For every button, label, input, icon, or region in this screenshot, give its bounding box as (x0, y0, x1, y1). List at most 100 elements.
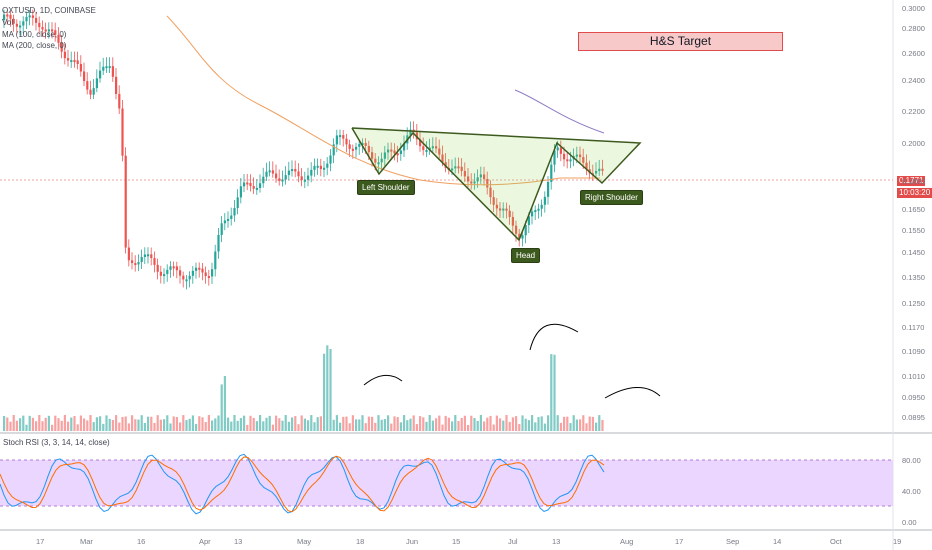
candle-body (422, 146, 425, 151)
candle-body (495, 204, 498, 209)
stoch-band (0, 460, 893, 506)
candle-body (438, 148, 441, 155)
volume-bar (543, 423, 546, 431)
volume-bar (105, 415, 108, 431)
volume-bar (399, 422, 402, 431)
volume-bar (361, 415, 364, 431)
volume-bar (99, 416, 102, 431)
volume-bar (57, 418, 60, 431)
candle-body (508, 210, 511, 217)
candle-body (287, 170, 290, 176)
candle-body (326, 163, 329, 168)
volume-bar (409, 418, 412, 431)
volume-bar (134, 419, 137, 431)
volume-bar (492, 424, 495, 431)
candle-body (44, 29, 47, 32)
volume-bar (563, 416, 566, 431)
time-axis-tick: 13 (234, 537, 243, 546)
drawn-arc-small (363, 374, 403, 386)
candle-body (38, 22, 41, 28)
candle-body (527, 216, 530, 226)
volume-bar (323, 353, 326, 431)
candle-body (172, 266, 175, 269)
volume-bar (287, 421, 290, 431)
volume-bar (438, 415, 441, 431)
candle-body (307, 175, 310, 180)
volume-bar (143, 423, 146, 431)
volume-bar (31, 417, 34, 431)
candle-body (281, 179, 284, 182)
ma100-label: MA (100, close, 0) (2, 30, 67, 39)
candle-body (140, 256, 143, 263)
volume-bar (502, 420, 505, 431)
stoch-axis-tick: 0.00 (902, 518, 917, 527)
volume-bar (169, 423, 172, 431)
volume-bar (249, 415, 252, 431)
volume-bar (403, 415, 406, 431)
price-axis-tick: 0.2800 (902, 24, 925, 33)
volume-bar (70, 417, 73, 431)
left-shoulder-label: Left Shoulder (357, 180, 415, 195)
candle-body (92, 88, 95, 95)
volume-bar (236, 420, 239, 431)
volume-bar (515, 416, 518, 431)
volume-bar (15, 420, 18, 431)
candle-body (284, 175, 287, 180)
volume-bar (268, 415, 271, 431)
volume-bar (3, 416, 6, 431)
volume-bar (460, 417, 463, 431)
volume-bar (374, 422, 377, 431)
candle-body (89, 89, 92, 95)
volume-bar (591, 416, 594, 431)
candle-body (25, 16, 28, 22)
candle-body (182, 275, 185, 280)
volume-bar (499, 418, 502, 431)
candle-body (259, 183, 262, 188)
candle-body (169, 266, 172, 270)
candle-body (211, 269, 214, 277)
volume-bar (153, 422, 156, 431)
volume-bar (227, 417, 230, 431)
candle-body (268, 170, 271, 173)
volume-bar (310, 415, 313, 431)
volume-bar (451, 421, 454, 431)
price-axis-tick: 0.1450 (902, 248, 925, 257)
candle-body (316, 165, 319, 168)
candle-body (249, 182, 252, 187)
price-axis-tick: 0.1010 (902, 372, 925, 381)
candle-body (460, 166, 463, 172)
candle-body (83, 71, 86, 82)
volume-bar (89, 415, 92, 431)
volume-bar (355, 419, 358, 431)
volume-bar (319, 416, 322, 431)
volume-bar (25, 424, 28, 431)
volume-bar (198, 416, 201, 431)
candle-body (569, 159, 572, 162)
stoch-d-line (0, 455, 605, 513)
candle-body (201, 268, 204, 273)
volume-bar (291, 417, 294, 431)
candle-body (243, 182, 246, 187)
volume-bar (175, 416, 178, 431)
candle-body (60, 42, 63, 52)
volume-bar (127, 423, 130, 431)
candle-body (339, 135, 342, 138)
candle-body (31, 15, 34, 18)
candle-body (127, 247, 130, 261)
stoch-axis-tick: 80.00 (902, 456, 921, 465)
candle-body (521, 235, 524, 239)
time-axis-tick: Apr (199, 537, 211, 546)
volume-bar (28, 415, 31, 431)
candle-body (118, 93, 121, 109)
volume-bar (415, 424, 418, 431)
right-shoulder-label: Right Shoulder (580, 190, 643, 205)
candle-body (9, 14, 12, 19)
volume-bar (47, 415, 50, 431)
volume-bar (252, 417, 255, 431)
candle-body (595, 170, 598, 174)
candle-body (297, 171, 300, 177)
volume-bar (342, 416, 345, 431)
volume-bar (201, 417, 204, 431)
candle-body (547, 181, 550, 197)
